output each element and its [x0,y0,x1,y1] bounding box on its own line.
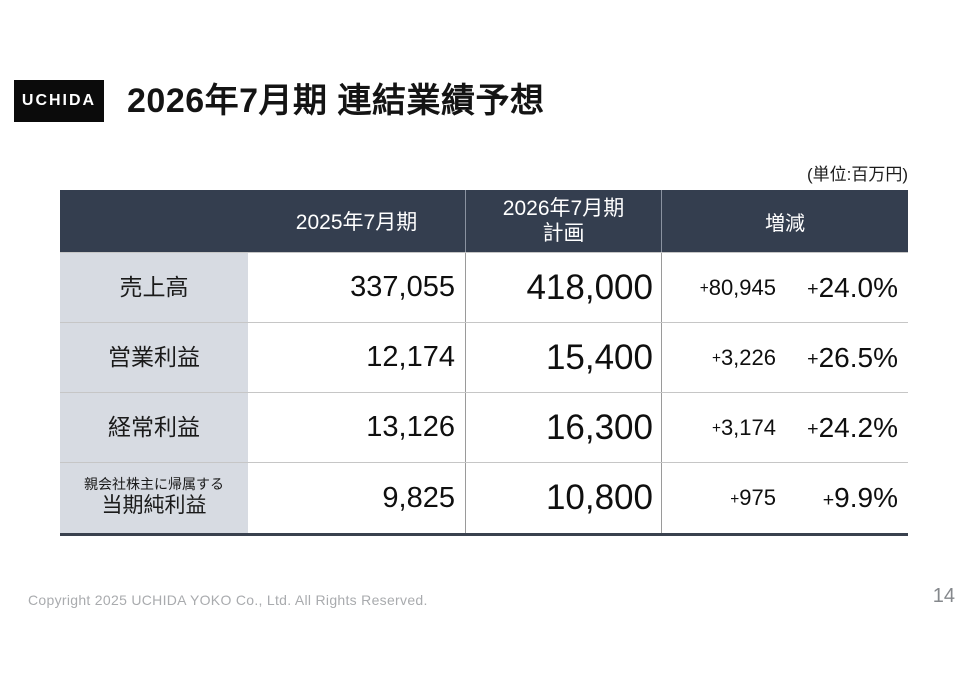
change-cell: +975 +9.9% [662,463,908,533]
row-label-cell: 売上高 [60,253,248,322]
table-row-net-sales: 売上高 337,055 418,000 +80,945 +24.0% [60,252,908,322]
table-header-change: 増減 [765,212,805,235]
row-label: 売上高 [119,274,189,301]
change-amount: +975 [730,485,776,510]
fy2025-value: 9,825 [382,481,455,514]
page-title: 2026年7月期 連結業績予想 [127,82,545,120]
row-label: 経常利益 [108,414,200,441]
row-label: 当期純利益 [101,494,207,518]
change-percent: +24.2% [807,411,898,443]
row-label-sub: 親会社株主に帰属する [84,476,224,493]
table-row-ordinary-income: 経常利益 13,126 16,300 +3,174 +24.2% [60,392,908,462]
change-cell: +3,226 +26.5% [662,323,908,392]
table-row-operating-income: 営業利益 12,174 15,400 +3,226 +26.5% [60,322,908,392]
table-row-net-income: 親会社株主に帰属する 当期純利益 9,825 10,800 +975 +9.9% [60,462,908,533]
fy2025-value: 12,174 [366,341,455,373]
row-label-cell: 営業利益 [60,323,248,392]
table-header-fy2025: 2025年7月期 [295,211,418,234]
change-cell: +3,174 +24.2% [662,393,908,462]
table-header-plan: 2026年7月期 計画 [465,190,662,252]
copyright-text: Copyright 2025 UCHIDA YOKO Co., Ltd. All… [28,592,428,608]
change-amount: +3,226 [711,344,776,370]
change-cell: +80,945 +24.0% [662,253,908,322]
uchida-logo: UCHIDA [14,80,104,122]
financial-forecast-table: 2025年7月期 2026年7月期 計画 増減 売上高 337,055 418,… [60,190,908,536]
row-label-cell: 経常利益 [60,393,248,462]
change-percent: +9.9% [822,482,898,513]
plan-value: 10,800 [465,463,662,533]
fy2025-value: 337,055 [350,271,455,303]
fy2025-value: 13,126 [366,411,455,443]
table-header-row: 2025年7月期 2026年7月期 計画 増減 [60,190,908,252]
row-label: 営業利益 [108,344,200,371]
row-label-cell: 親会社株主に帰属する 当期純利益 [60,463,248,533]
change-amount: +3,174 [711,414,776,440]
unit-note: (単位:百万円) [806,165,908,184]
change-percent: +26.5% [807,341,898,373]
plan-value: 418,000 [465,253,662,322]
change-percent: +24.0% [807,271,898,303]
plan-value: 16,300 [465,393,662,462]
plan-value: 15,400 [465,323,662,392]
page-number: 14 [932,585,955,607]
uchida-logo-text: UCHIDA [21,92,97,109]
change-amount: +80,945 [699,274,776,300]
table-header-plan-line2: 計画 [542,222,585,245]
table-header-plan-line1: 2026年7月期 [502,196,625,220]
